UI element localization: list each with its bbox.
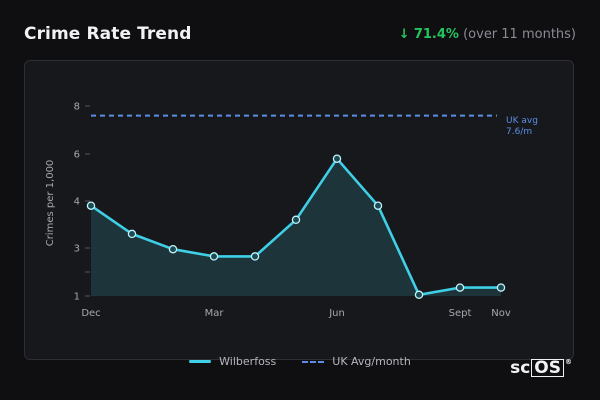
y-tick-label: 6 bbox=[74, 150, 80, 161]
change-summary: ↓ 71.4% (over 11 months) bbox=[399, 27, 576, 42]
data-point bbox=[250, 252, 260, 261]
legend-item-reference[interactable]: UK Avg/month bbox=[302, 355, 411, 368]
data-point bbox=[414, 290, 424, 300]
registered-mark: ® bbox=[565, 358, 572, 366]
legend-series-label: Wilberfoss bbox=[219, 355, 277, 368]
reference-label-line1: UK avg bbox=[506, 116, 538, 126]
legend-item-series[interactable]: Wilberfoss bbox=[189, 355, 276, 368]
data-point bbox=[455, 283, 465, 292]
y-tick-label: 8 bbox=[74, 102, 80, 113]
chart-card bbox=[24, 60, 574, 360]
y-tick-label: 4 bbox=[74, 197, 80, 208]
page-title: Crime Rate Trend bbox=[24, 24, 192, 44]
legend-reference-label: UK Avg/month bbox=[332, 355, 411, 368]
brand-box-text: OS bbox=[531, 359, 564, 377]
data-point bbox=[86, 201, 96, 210]
brand-logo: sc OS ® bbox=[510, 358, 572, 378]
data-point bbox=[496, 283, 506, 292]
y-tick-label: 3 bbox=[74, 244, 80, 255]
x-tick-label: Mar bbox=[205, 308, 225, 319]
x-tick-label: Dec bbox=[81, 308, 100, 319]
data-point bbox=[168, 244, 178, 254]
x-tick-label: Sept bbox=[449, 308, 472, 319]
data-point bbox=[332, 154, 342, 163]
down-arrow-icon: ↓ bbox=[398, 27, 410, 42]
data-point bbox=[291, 215, 301, 225]
series-area bbox=[91, 158, 501, 296]
y-tick-label: 1 bbox=[74, 292, 80, 303]
data-point bbox=[373, 201, 383, 210]
reference-label-line2: 7.6/m bbox=[506, 127, 532, 137]
brand-text: sc bbox=[510, 358, 531, 378]
y-axis-label: Crimes per 1,000 bbox=[45, 160, 56, 247]
chart-legend: Wilberfoss UK Avg/month bbox=[0, 355, 600, 368]
x-tick-label: Nov bbox=[491, 308, 511, 319]
change-period: (over 11 months) bbox=[463, 27, 576, 42]
change-percent: 71.4% bbox=[413, 27, 459, 42]
reference-swatch bbox=[302, 360, 325, 363]
x-tick-label: Jun bbox=[328, 308, 345, 319]
data-point bbox=[209, 252, 219, 261]
series-swatch bbox=[189, 360, 212, 363]
data-point bbox=[127, 229, 137, 239]
